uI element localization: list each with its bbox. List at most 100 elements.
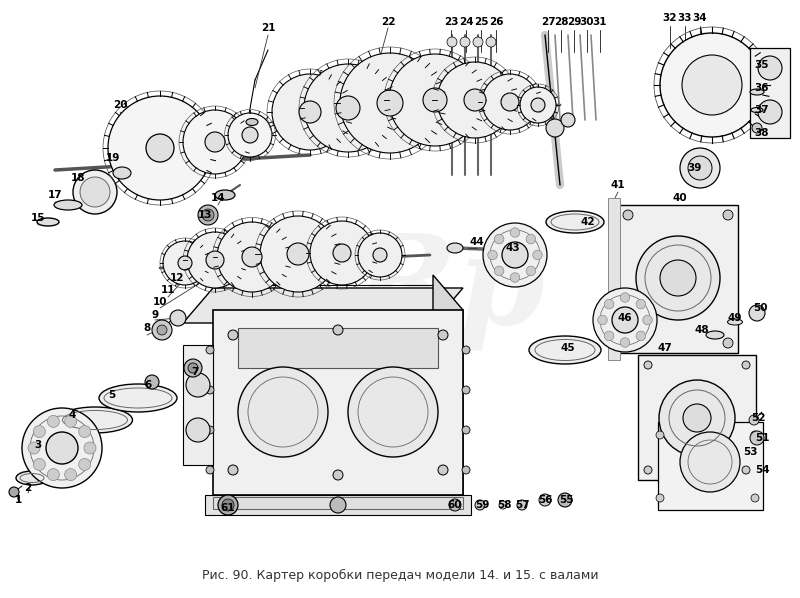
Text: 41: 41 bbox=[610, 180, 626, 190]
Circle shape bbox=[758, 100, 782, 124]
Circle shape bbox=[65, 469, 77, 481]
Text: 45: 45 bbox=[561, 343, 575, 353]
Circle shape bbox=[218, 495, 238, 515]
Ellipse shape bbox=[706, 331, 724, 339]
Circle shape bbox=[510, 273, 520, 282]
Circle shape bbox=[447, 37, 457, 47]
Circle shape bbox=[184, 359, 202, 377]
Circle shape bbox=[488, 250, 498, 260]
Circle shape bbox=[749, 415, 759, 425]
Text: 38: 38 bbox=[754, 128, 770, 138]
Text: 59: 59 bbox=[475, 500, 489, 510]
Circle shape bbox=[620, 338, 630, 347]
Circle shape bbox=[358, 233, 402, 277]
Circle shape bbox=[749, 305, 765, 321]
Circle shape bbox=[680, 432, 740, 492]
Bar bbox=[238, 328, 438, 368]
Circle shape bbox=[438, 330, 448, 340]
Circle shape bbox=[389, 54, 481, 146]
Text: 2: 2 bbox=[24, 483, 32, 493]
Text: 60: 60 bbox=[448, 500, 462, 510]
Circle shape bbox=[462, 386, 470, 394]
Text: 19: 19 bbox=[106, 153, 120, 163]
Circle shape bbox=[202, 209, 214, 221]
Circle shape bbox=[242, 247, 262, 267]
Text: 10: 10 bbox=[153, 297, 167, 307]
Circle shape bbox=[642, 315, 652, 325]
Text: 21: 21 bbox=[261, 23, 275, 33]
Circle shape bbox=[483, 223, 547, 287]
Circle shape bbox=[47, 416, 59, 428]
Circle shape bbox=[494, 234, 504, 244]
Bar bbox=[205, 495, 471, 515]
Circle shape bbox=[517, 500, 527, 510]
Circle shape bbox=[510, 228, 520, 237]
Circle shape bbox=[310, 221, 374, 285]
Text: Рис. 90. Картер коробки передач модели 14. и 15. с валами: Рис. 90. Картер коробки передач модели 1… bbox=[202, 569, 598, 582]
Circle shape bbox=[330, 497, 346, 513]
Text: 14: 14 bbox=[210, 193, 226, 203]
Text: 20: 20 bbox=[113, 100, 127, 110]
Circle shape bbox=[340, 53, 440, 153]
Circle shape bbox=[22, 408, 102, 488]
Circle shape bbox=[598, 315, 607, 325]
Circle shape bbox=[333, 470, 343, 480]
Polygon shape bbox=[433, 275, 463, 495]
Circle shape bbox=[482, 74, 538, 130]
Bar bbox=[213, 497, 463, 509]
Text: 13: 13 bbox=[198, 210, 212, 220]
Circle shape bbox=[163, 241, 207, 285]
Circle shape bbox=[636, 236, 720, 320]
Text: 18: 18 bbox=[70, 173, 86, 183]
Circle shape bbox=[28, 442, 40, 454]
Circle shape bbox=[659, 380, 735, 456]
Circle shape bbox=[333, 244, 351, 262]
Circle shape bbox=[723, 338, 733, 348]
Circle shape bbox=[423, 88, 447, 112]
Text: 9: 9 bbox=[151, 310, 158, 320]
Text: 33: 33 bbox=[678, 13, 692, 23]
Circle shape bbox=[34, 459, 46, 471]
Ellipse shape bbox=[751, 108, 763, 112]
Circle shape bbox=[486, 37, 496, 47]
Bar bbox=[183, 345, 213, 465]
Text: 25: 25 bbox=[474, 17, 488, 27]
Text: 53: 53 bbox=[742, 447, 758, 457]
Circle shape bbox=[145, 375, 159, 389]
Text: 32: 32 bbox=[662, 13, 678, 23]
Circle shape bbox=[558, 493, 572, 507]
Ellipse shape bbox=[113, 167, 131, 179]
Text: 29: 29 bbox=[567, 17, 581, 27]
Circle shape bbox=[9, 487, 19, 497]
Text: 7: 7 bbox=[191, 367, 198, 377]
Circle shape bbox=[636, 331, 646, 341]
Text: 5: 5 bbox=[108, 390, 116, 400]
Text: 58: 58 bbox=[497, 500, 511, 510]
Circle shape bbox=[604, 331, 614, 341]
Circle shape bbox=[84, 442, 96, 454]
Circle shape bbox=[449, 499, 461, 511]
Circle shape bbox=[157, 325, 167, 335]
Ellipse shape bbox=[58, 407, 133, 433]
Text: 27: 27 bbox=[541, 17, 555, 27]
Circle shape bbox=[373, 248, 387, 262]
Text: 56: 56 bbox=[538, 495, 552, 505]
Circle shape bbox=[170, 310, 186, 326]
Ellipse shape bbox=[37, 218, 59, 226]
Ellipse shape bbox=[16, 471, 48, 485]
Text: 40: 40 bbox=[673, 193, 687, 203]
Circle shape bbox=[65, 416, 77, 428]
Circle shape bbox=[146, 134, 174, 162]
Text: 12: 12 bbox=[170, 273, 184, 283]
Text: 50: 50 bbox=[753, 303, 767, 313]
Circle shape bbox=[206, 251, 224, 269]
Circle shape bbox=[462, 466, 470, 474]
Text: 43: 43 bbox=[506, 243, 520, 253]
Circle shape bbox=[228, 113, 272, 157]
Circle shape bbox=[499, 501, 507, 509]
Circle shape bbox=[644, 466, 652, 474]
Text: 4: 4 bbox=[68, 410, 76, 420]
Ellipse shape bbox=[727, 319, 742, 325]
Circle shape bbox=[188, 363, 198, 373]
Text: 39: 39 bbox=[688, 163, 702, 173]
